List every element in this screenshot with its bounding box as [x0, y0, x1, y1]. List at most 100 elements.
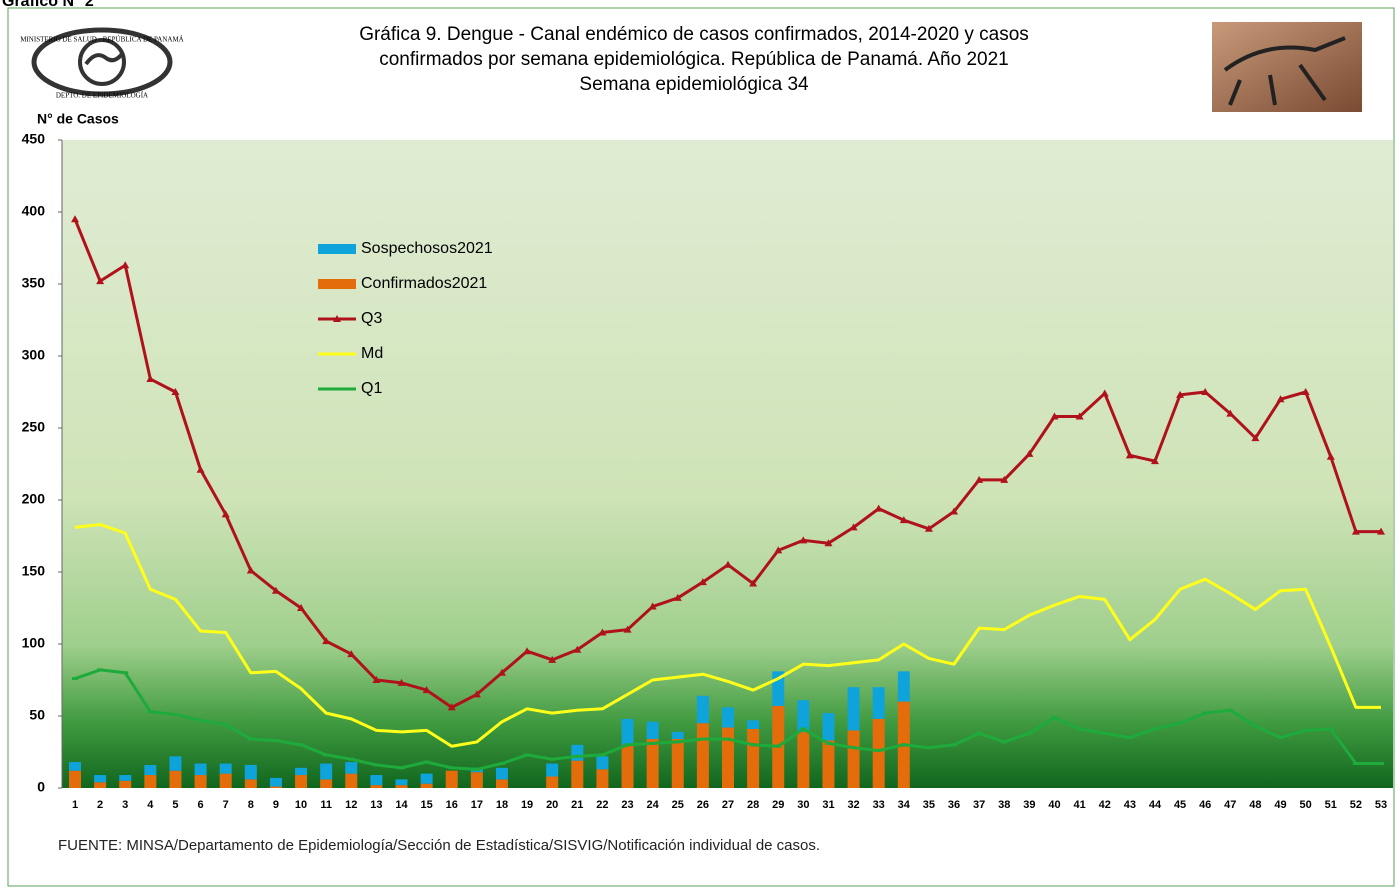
marker: [1100, 389, 1109, 397]
legend-marker: [334, 387, 340, 391]
marker: [1150, 457, 1159, 465]
y-tick-label: 350: [22, 275, 46, 291]
marker: [548, 655, 557, 663]
marker: [1301, 388, 1310, 395]
marker: [447, 703, 456, 711]
marker: [1227, 708, 1234, 712]
marker: [372, 676, 381, 683]
x-tick-label: 45: [1174, 799, 1186, 811]
marker: [774, 546, 783, 554]
marker: [698, 578, 707, 586]
marker: [1201, 388, 1210, 395]
marker: [1378, 762, 1384, 766]
marker: [272, 738, 279, 742]
x-tick-label: 53: [1375, 799, 1387, 811]
x-tick-label: 9: [273, 799, 279, 811]
marker: [749, 579, 758, 587]
marker: [222, 723, 229, 727]
marker: [1125, 451, 1134, 459]
plot-area: [62, 140, 1393, 788]
marker: [347, 650, 356, 658]
marker: [1226, 409, 1235, 417]
marker: [121, 261, 130, 269]
bar: [69, 770, 81, 788]
marker: [523, 647, 532, 655]
marker: [97, 668, 104, 672]
marker: [574, 754, 581, 758]
marker: [549, 757, 556, 761]
marker: [874, 504, 883, 512]
marker: [122, 671, 129, 675]
marker: [673, 593, 682, 601]
marker: [1025, 449, 1034, 457]
bar: [320, 763, 333, 780]
marker: [573, 645, 582, 653]
title: Semana epidemiológica 34: [579, 74, 809, 95]
marker: [599, 753, 606, 757]
marker: [146, 375, 155, 383]
marker: [824, 539, 833, 547]
marker: [899, 516, 908, 524]
x-tick-label: 14: [395, 799, 408, 811]
marker: [322, 637, 331, 645]
bar: [872, 718, 885, 788]
bar: [295, 775, 308, 788]
marker: [1276, 395, 1285, 403]
bar: [420, 783, 433, 788]
y-tick-label: 150: [22, 563, 46, 579]
bar: [747, 720, 760, 729]
bar: [144, 775, 157, 788]
marker: [1176, 390, 1185, 398]
marker: [1327, 727, 1334, 731]
x-tick-label: 18: [496, 799, 508, 811]
bar: [395, 785, 408, 788]
source: FUENTE: MINSA/Departamento de Epidemiolo…: [58, 837, 820, 854]
x-tick-label: 30: [797, 799, 809, 811]
legend-label: Q3: [361, 310, 382, 327]
line: [74, 522, 1381, 748]
x-tick-label: 37: [973, 799, 985, 811]
marker: [648, 602, 657, 610]
y-axis-label: N° de Casos: [37, 111, 119, 127]
marker: [423, 760, 430, 764]
title: Gráfica 9. Dengue - Canal endémico de ca…: [359, 24, 1029, 45]
bar: [671, 739, 684, 788]
x-tick-label: 19: [521, 799, 533, 811]
bar: [897, 671, 910, 702]
marker: [900, 743, 907, 747]
x-tick-label: 29: [772, 799, 784, 811]
marker: [524, 753, 531, 757]
bar: [370, 785, 383, 788]
marker: [246, 566, 255, 574]
bar: [370, 775, 383, 786]
marker: [472, 690, 481, 698]
marker: [799, 536, 808, 544]
bar: [345, 762, 358, 774]
marker: [348, 757, 355, 761]
marker: [397, 678, 406, 686]
logo-text: MINISTERIO DE SALUD - REPÚBLICA DE PANAM…: [20, 36, 183, 44]
x-tick-label: 35: [923, 799, 935, 811]
marker: [1202, 711, 1209, 715]
bar: [822, 713, 835, 741]
marker: [975, 475, 984, 483]
marker: [976, 731, 983, 735]
bar: [747, 728, 760, 788]
bar: [847, 730, 860, 788]
bar: [194, 763, 207, 776]
marker: [72, 677, 78, 681]
bar: [596, 756, 609, 770]
x-tick-label: 49: [1274, 799, 1286, 811]
title: confirmados por semana epidemiológica. R…: [379, 49, 1009, 70]
marker: [497, 668, 506, 676]
marker: [197, 718, 204, 722]
x-tick-label: 26: [697, 799, 709, 811]
marker: [924, 524, 933, 532]
marker: [849, 523, 858, 531]
legend-label: Sospechosos2021: [361, 240, 493, 257]
marker: [196, 465, 205, 473]
bar: [621, 744, 634, 788]
bar: [696, 723, 709, 788]
